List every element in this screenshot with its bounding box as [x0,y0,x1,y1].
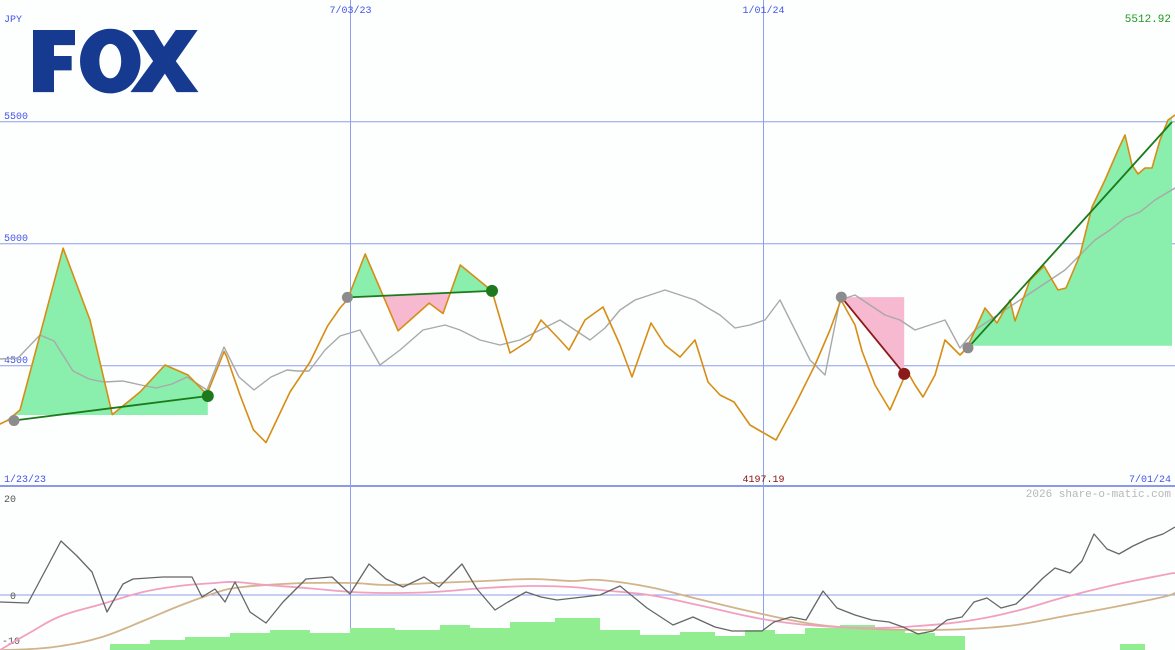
svg-text:5512.92: 5512.92 [1125,14,1171,26]
svg-text:0: 0 [10,592,16,603]
svg-text:JPY: JPY [4,15,22,26]
svg-text:1/23/23: 1/23/23 [4,474,46,486]
svg-text:20: 20 [4,495,16,506]
svg-text:7/03/23: 7/03/23 [329,5,371,17]
svg-text:5000: 5000 [4,234,28,245]
svg-text:1/01/24: 1/01/24 [742,5,784,17]
svg-text:2026 share-o-matic.com: 2026 share-o-matic.com [1026,489,1172,501]
svg-text:4197.19: 4197.19 [742,475,784,486]
svg-text:7/01/24: 7/01/24 [1129,474,1171,486]
svg-text:5500: 5500 [4,112,28,123]
